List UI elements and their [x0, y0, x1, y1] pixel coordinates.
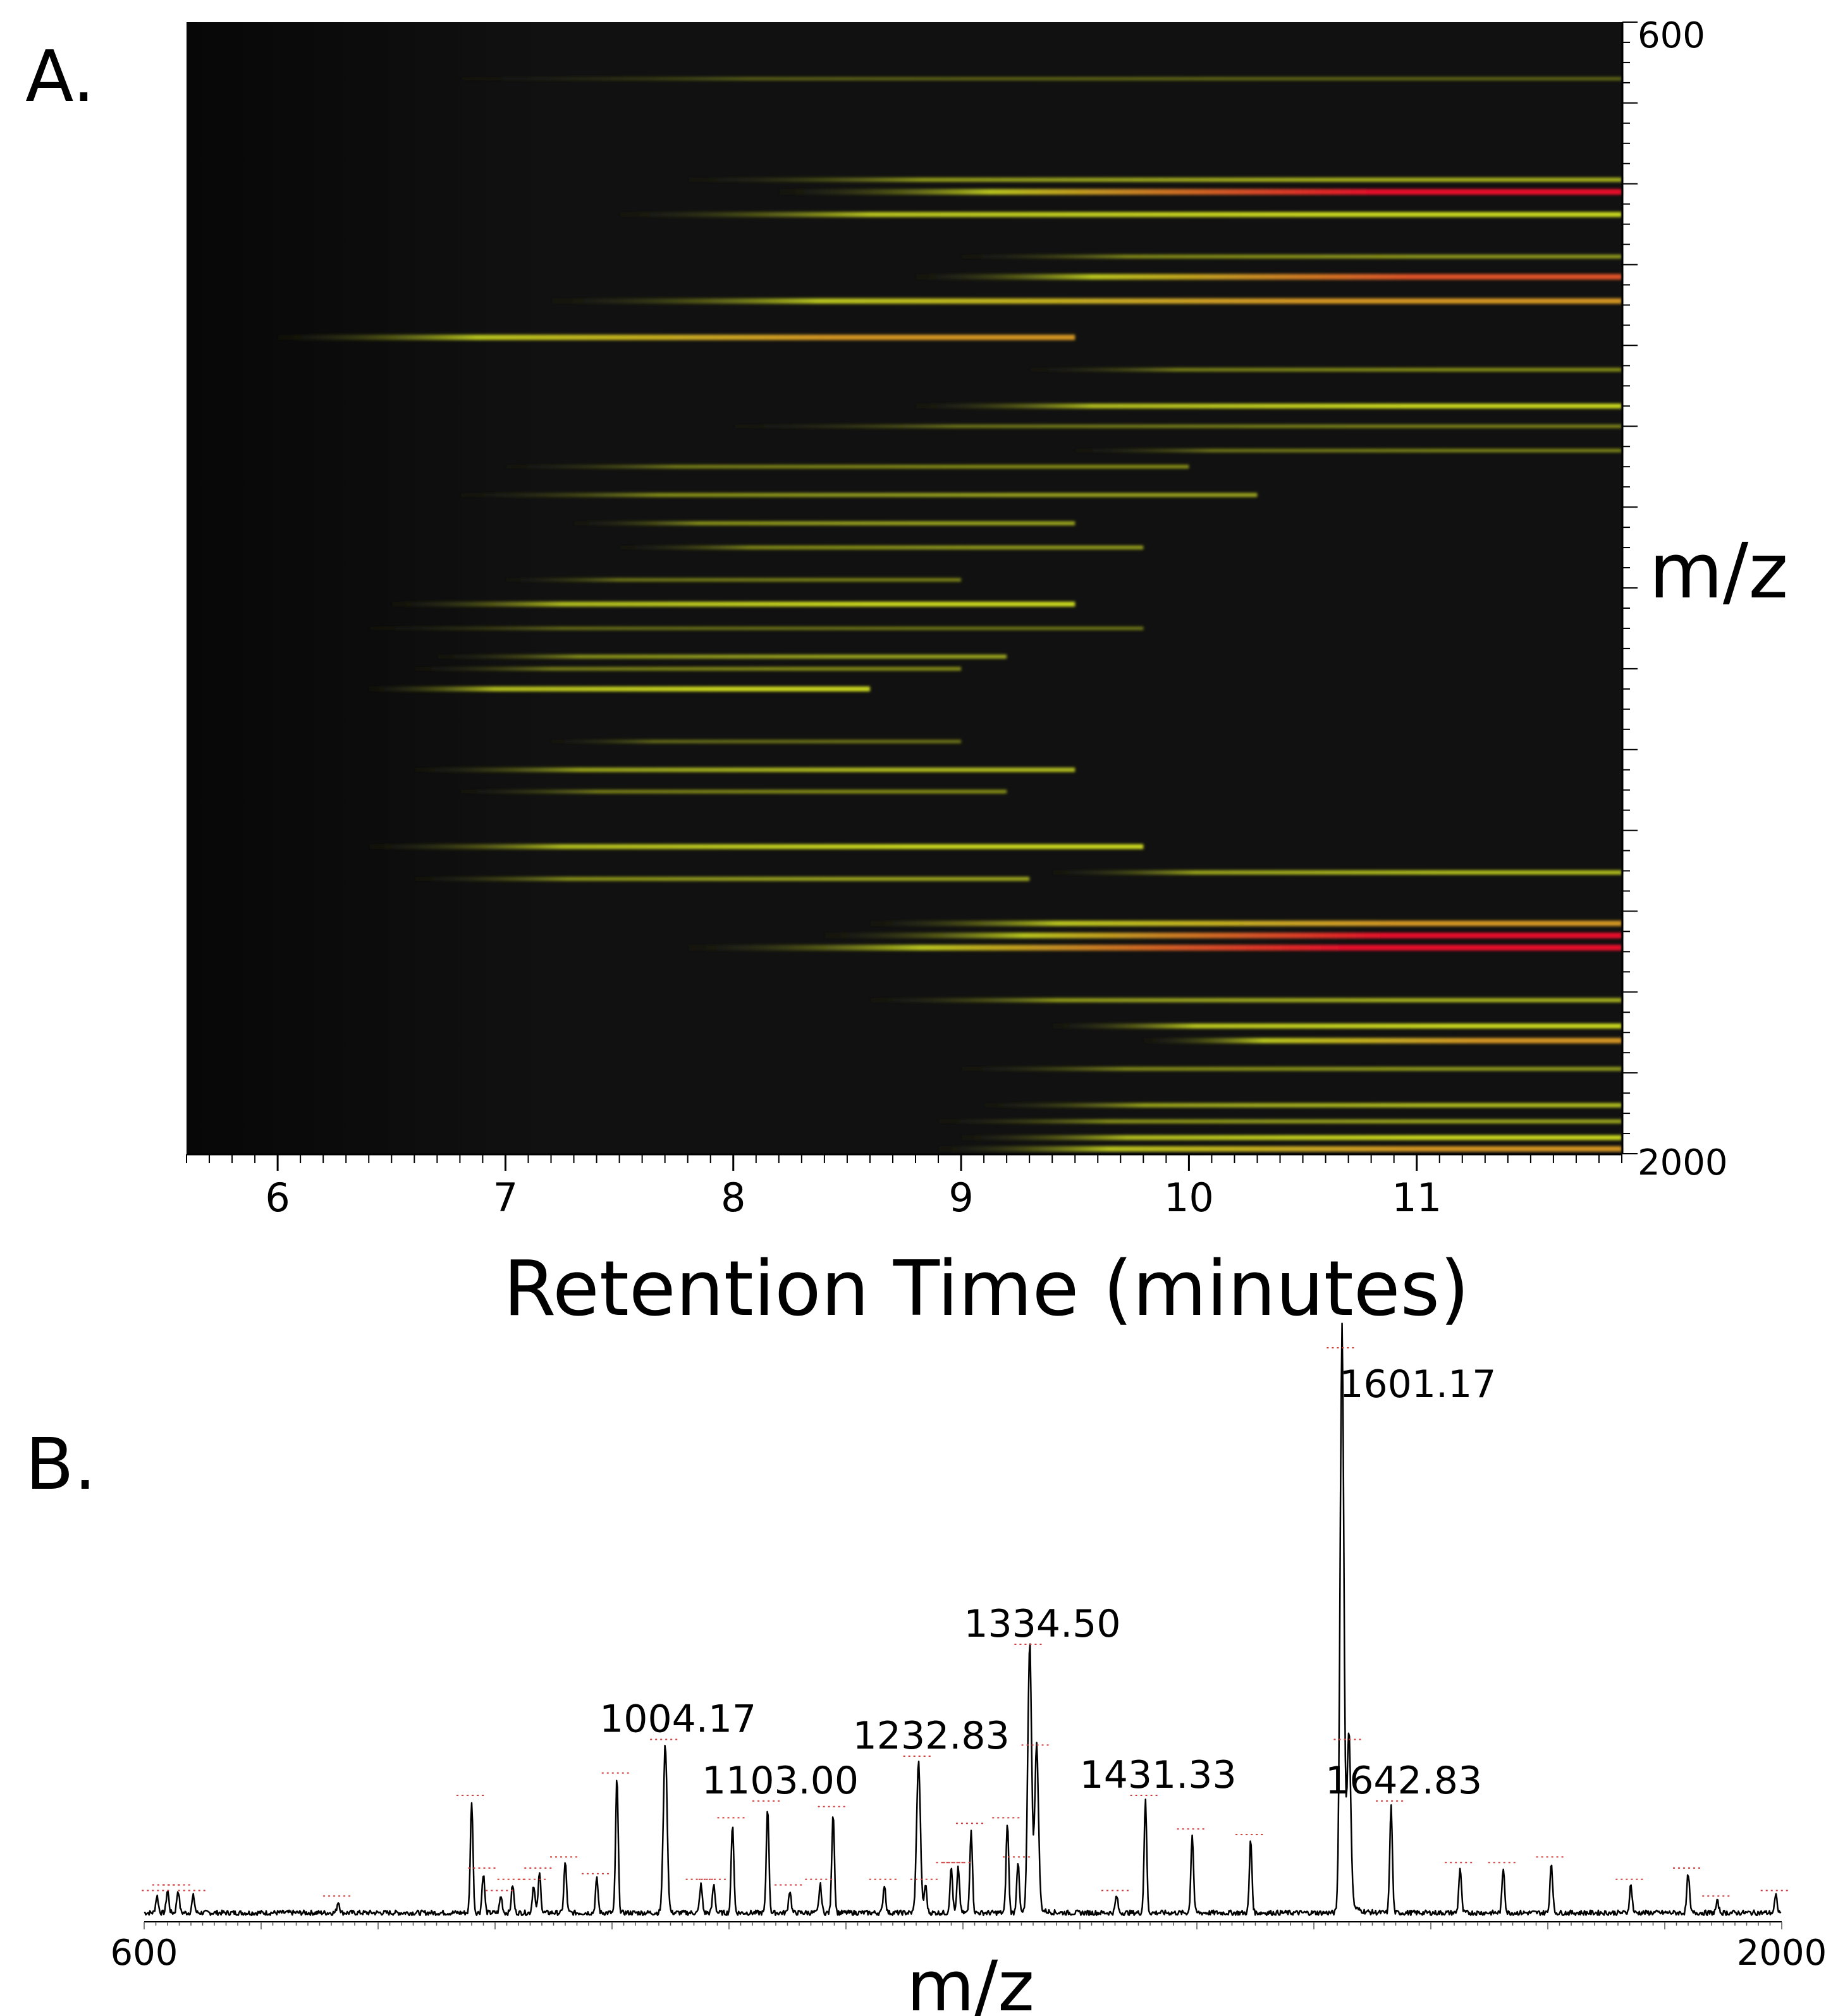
- heatmap-x-axis: 6 7 8 9 10 11 Retention Time (minutes): [186, 1153, 1622, 1333]
- heatmap-band: [619, 545, 1144, 550]
- heatmap-band: [437, 654, 1007, 659]
- panel-a-label: A.: [25, 36, 95, 118]
- heatmap-band: [414, 877, 1030, 881]
- heatmap-band: [278, 334, 1075, 340]
- heatmap-band: [414, 666, 962, 671]
- spectrum-peak-label: 1232.83: [853, 1714, 1010, 1758]
- heatmap-band: [369, 844, 1144, 850]
- spectrum-peak-label: 1334.50: [964, 1602, 1120, 1646]
- heatmap-band: [1143, 1037, 1622, 1044]
- heatmap-x-tick-label: 6: [265, 1175, 290, 1221]
- heatmap-band: [1029, 367, 1622, 372]
- heatmap-band: [1052, 1023, 1622, 1029]
- heatmap-x-tick-label: 11: [1392, 1175, 1442, 1221]
- heatmap-band: [961, 1135, 1622, 1140]
- spectrum-x-tick-right: 2000: [1737, 1933, 1826, 1974]
- heatmap-band: [916, 403, 1622, 409]
- heatmap-bands: [278, 76, 1622, 1152]
- heatmap-x-tick-label: 9: [948, 1175, 973, 1221]
- heatmap-band: [551, 298, 1622, 304]
- heatmap-band: [460, 76, 1622, 81]
- heatmap-band: [369, 626, 1144, 630]
- heatmap-band: [414, 767, 1075, 773]
- spectrum-peak-label: 1642.83: [1325, 1759, 1482, 1803]
- heatmap-band: [824, 932, 1622, 939]
- heatmap-y-ticks: [1622, 21, 1638, 1154]
- heatmap-band: [1075, 448, 1622, 453]
- heatmap-band: [687, 177, 1622, 182]
- heatmap-band: [505, 465, 1189, 469]
- spectrum-x-axis: 600 2000 m/z: [111, 1921, 1826, 2016]
- heatmap-band: [938, 1119, 1622, 1124]
- spectrum-peak-label: 1103.00: [702, 1759, 859, 1803]
- heatmap-band: [733, 424, 1622, 429]
- heatmap-y-axis-title: m/z: [1649, 528, 1788, 616]
- heatmap-y-axis: 600 2000 m/z: [1621, 15, 1788, 1183]
- spectrum-x-tick-left: 600: [111, 1933, 178, 1974]
- heatmap-band: [687, 944, 1622, 951]
- heatmap-band: [870, 998, 1622, 1003]
- heatmap: [187, 22, 1622, 1154]
- heatmap-x-tick-label: 10: [1164, 1175, 1214, 1221]
- spectrum-x-axis-title: m/z: [907, 1946, 1034, 2016]
- spectrum-trace: [144, 1323, 1782, 1916]
- heatmap-band: [916, 274, 1622, 280]
- heatmap-band: [551, 740, 962, 743]
- heatmap-band: [369, 686, 870, 692]
- heatmap-band: [961, 1066, 1622, 1071]
- heatmap-band: [619, 212, 1622, 217]
- heatmap-band: [460, 492, 1258, 498]
- heatmap-band: [460, 790, 1007, 794]
- heatmap-band: [505, 578, 961, 582]
- heatmap-band: [391, 601, 1075, 607]
- spectrum-peak-label: 1431.33: [1080, 1753, 1237, 1797]
- heatmap-band: [938, 1146, 1622, 1152]
- panel-b-label: B.: [25, 1424, 96, 1506]
- heatmap-band: [870, 920, 1622, 926]
- spectrum-x-ticks: [144, 1922, 1782, 1929]
- heatmap-y-tick-top: 600: [1638, 15, 1705, 56]
- heatmap-x-axis-title: Retention Time (minutes): [503, 1245, 1469, 1333]
- heatmap-band: [573, 521, 1075, 525]
- heatmap-band: [1052, 870, 1622, 875]
- heatmap-x-tick-label: 8: [721, 1175, 745, 1221]
- heatmap-background: [187, 22, 1622, 1154]
- spectrum-peak-label: 1004.17: [599, 1697, 756, 1742]
- heatmap-band: [778, 189, 1622, 195]
- heatmap-band: [961, 254, 1622, 259]
- spectrum-peak-label: 1601.17: [1339, 1362, 1496, 1407]
- heatmap-x-tick-label: 7: [493, 1175, 518, 1221]
- heatmap-y-tick-bottom: 2000: [1638, 1142, 1728, 1183]
- heatmap-band: [984, 1103, 1622, 1108]
- heatmap-x-ticks: 6 7 8 9 10 11: [186, 1154, 1622, 1221]
